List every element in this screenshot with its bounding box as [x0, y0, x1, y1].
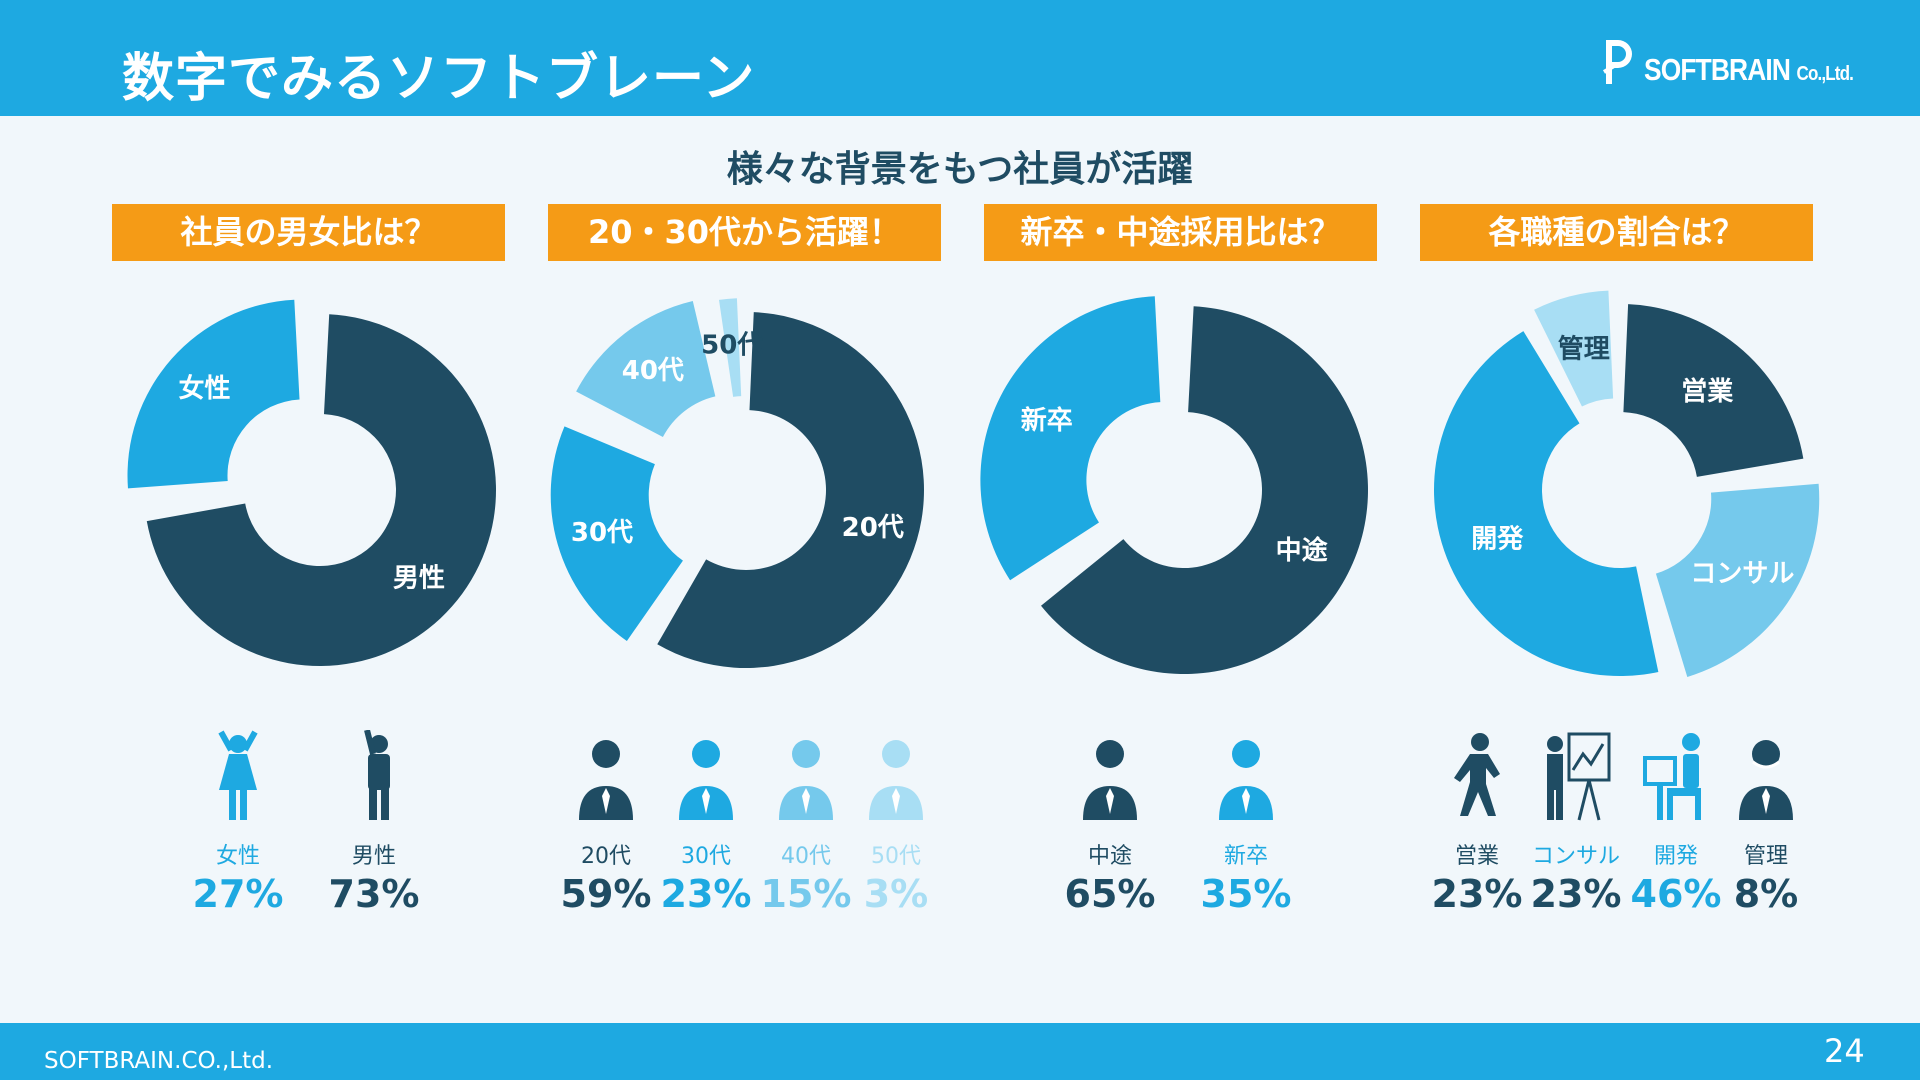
section-subtitle: 様々な背景をもつ社員が活躍: [726, 149, 1194, 190]
stat-label: 営業: [1454, 844, 1499, 869]
job-type-question-banner: 各職種の割合は？: [1420, 204, 1813, 261]
stat-11: 管理 8%: [1716, 730, 1816, 916]
stat-2: 20代 59%: [556, 730, 656, 916]
stat-label: 40代: [781, 844, 831, 869]
donut-label-2-0: 中途: [1276, 535, 1329, 566]
donut-slice-3-2: [1434, 331, 1659, 676]
footer-company: SOFTBRAIN.CO.,Ltd.: [44, 1048, 274, 1074]
stat-label: 女性: [215, 844, 260, 869]
logo-text: SOFTBRAIN Co.,Ltd.: [1644, 52, 1854, 87]
donut-label-3-0: 営業: [1681, 377, 1733, 407]
mid-career-icon: [1083, 740, 1137, 820]
stat-3: 30代 23%: [656, 730, 756, 916]
stat-label: 管理: [1743, 844, 1788, 869]
age-question-banner: 20・30代から活躍！: [548, 204, 941, 261]
stat-percent: 15%: [760, 872, 852, 916]
donut-slice-3-3: [1534, 290, 1614, 407]
new-graduate-icon: [1219, 740, 1273, 820]
sales-icon: [1454, 733, 1500, 816]
woman-icon: [218, 730, 258, 820]
softbrain-logo-icon: [1602, 40, 1632, 84]
donut-label-2-1: 新卒: [1021, 405, 1073, 436]
stat-9: コンサル 23%: [1526, 730, 1626, 916]
stat-label: 開発: [1653, 844, 1698, 869]
stat-label: 男性: [351, 844, 396, 869]
person-30s-icon: [679, 740, 733, 820]
development-icon: [1643, 733, 1701, 820]
donut-label-3-1: コンサル: [1690, 559, 1794, 589]
softbrain-logo: SOFTBRAIN Co.,Ltd.: [1600, 36, 1900, 92]
donut-slice-1-2: [576, 300, 716, 438]
person-40s-icon: [779, 740, 833, 820]
stat-percent: 23%: [1530, 872, 1622, 916]
donut-label-0-0: 男性: [393, 563, 445, 593]
stat-10: 開発 46%: [1626, 730, 1726, 916]
stat-percent: 3%: [863, 872, 929, 916]
stat-label: 30代: [681, 844, 731, 869]
stat-percent: 27%: [192, 872, 284, 916]
donut-slice-1-0: [657, 312, 924, 668]
donut-label-1-0: 20代: [842, 513, 904, 543]
page-number: 24: [1824, 1032, 1865, 1070]
donut-slice-2-1: [980, 296, 1161, 581]
stat-percent: 65%: [1064, 872, 1156, 916]
donut-slice-0-1: [127, 299, 300, 489]
donut-slice-0-0: [146, 314, 497, 666]
donut-slice-1-3: [718, 298, 742, 397]
consulting-icon: [1547, 732, 1611, 821]
stat-6: 中途 65%: [1060, 730, 1160, 916]
stat-percent: 73%: [328, 872, 420, 916]
stat-percent: 59%: [560, 872, 652, 916]
stat-4: 40代 15%: [756, 730, 856, 916]
person-20s-icon: [579, 740, 633, 820]
donut-slice-1-1: [550, 426, 683, 642]
stat-label: 中途: [1087, 844, 1132, 869]
stat-percent: 8%: [1733, 872, 1799, 916]
person-50s-icon: [869, 740, 923, 820]
donut-label-3-3: 管理: [1558, 335, 1610, 365]
donut-slice-3-1: [1655, 483, 1820, 677]
donut-label-1-1: 30代: [571, 518, 633, 548]
stat-8: 営業 23%: [1427, 730, 1527, 916]
hiring-question-banner: 新卒・中途採用比は？: [984, 204, 1377, 261]
stat-percent: 23%: [660, 872, 752, 916]
header-bar: [0, 0, 1920, 116]
gender-question-banner: 社員の男女比は？: [112, 204, 505, 261]
management-icon: [1739, 740, 1793, 820]
stat-7: 新卒 35%: [1196, 730, 1296, 916]
man-icon: [364, 730, 390, 820]
stat-percent: 46%: [1630, 872, 1722, 916]
stat-label: コンサル: [1531, 844, 1620, 869]
stat-label: 20代: [581, 844, 631, 869]
donut-label-1-3: 50代: [701, 331, 763, 361]
stat-1: 男性 73%: [324, 730, 424, 916]
stat-label: 新卒: [1223, 844, 1268, 869]
donut-label-1-2: 40代: [622, 356, 684, 386]
age-donut-chart: 20代 30代 40代 50代: [550, 298, 924, 668]
stat-percent: 35%: [1200, 872, 1292, 916]
hiring-donut-chart: 中途 新卒: [980, 296, 1368, 674]
stat-5: 50代 3%: [846, 730, 946, 916]
donut-slice-2-0: [1041, 306, 1368, 674]
stat-label: 50代: [871, 844, 921, 869]
stat-0: 女性 27%: [188, 730, 288, 916]
page-title: 数字でみるソフトブレーン: [122, 49, 756, 109]
gender-donut-chart: 男性 女性: [127, 299, 497, 666]
donut-slice-3-0: [1623, 304, 1804, 477]
stat-percent: 23%: [1431, 872, 1523, 916]
footer-bar: [0, 1023, 1920, 1080]
donut-label-3-2: 開発: [1471, 525, 1524, 555]
donut-label-0-1: 女性: [178, 373, 230, 404]
